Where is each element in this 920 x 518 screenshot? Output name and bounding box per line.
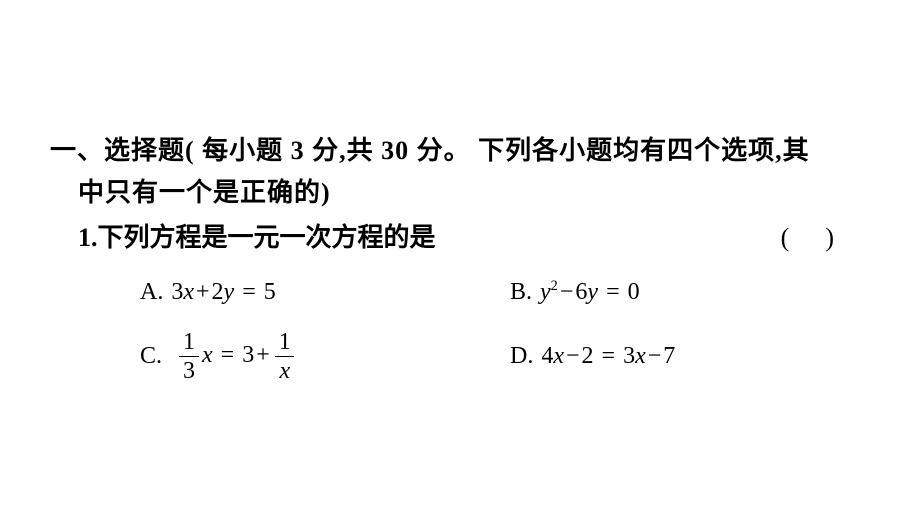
option-a: A. 3x+2y = 5 [140,279,510,306]
option-row-2: C. 13x = 3+1x D. 4x−2 = 3x−7 [140,330,880,383]
option-b: B. y2−6y = 0 [510,278,640,306]
question-number: 1. [78,223,98,252]
section-header-line1: 一、选择题( 每小题 3 分,共 30 分。 下列各小题均有四个选项,其 [50,130,880,172]
option-c: C. 13x = 3+1x [140,330,510,383]
answer-paren: () [781,223,870,253]
question-stem: 下列方程是一元一次方程的是 [98,223,436,252]
option-c-math: 13x = 3+1x [170,330,298,383]
option-d: D. 4x−2 = 3x−7 [510,343,675,370]
option-a-math: 3x+2y = 5 [171,279,275,306]
section-header-line2: 中只有一个是正确的) [50,172,880,214]
option-b-label: B. [510,279,532,306]
options-block: A. 3x+2y = 5 B. y2−6y = 0 C. 13x = 3+1x [50,270,880,383]
exam-content: 一、选择题( 每小题 3 分,共 30 分。 下列各小题均有四个选项,其 中只有… [50,130,880,399]
fraction-1-3: 13 [179,330,199,383]
option-d-math: 4x−2 = 3x−7 [541,343,675,370]
fraction-1-x: 1x [275,330,295,383]
question-text: 1.下列方程是一元一次方程的是 [78,217,436,254]
option-d-label: D. [510,343,533,370]
option-c-label: C. [140,343,162,370]
option-a-label: A. [140,279,163,306]
question-line: 1.下列方程是一元一次方程的是 () [50,217,880,254]
option-b-math: y2−6y = 0 [540,278,640,306]
option-row-1: A. 3x+2y = 5 B. y2−6y = 0 [140,270,880,314]
